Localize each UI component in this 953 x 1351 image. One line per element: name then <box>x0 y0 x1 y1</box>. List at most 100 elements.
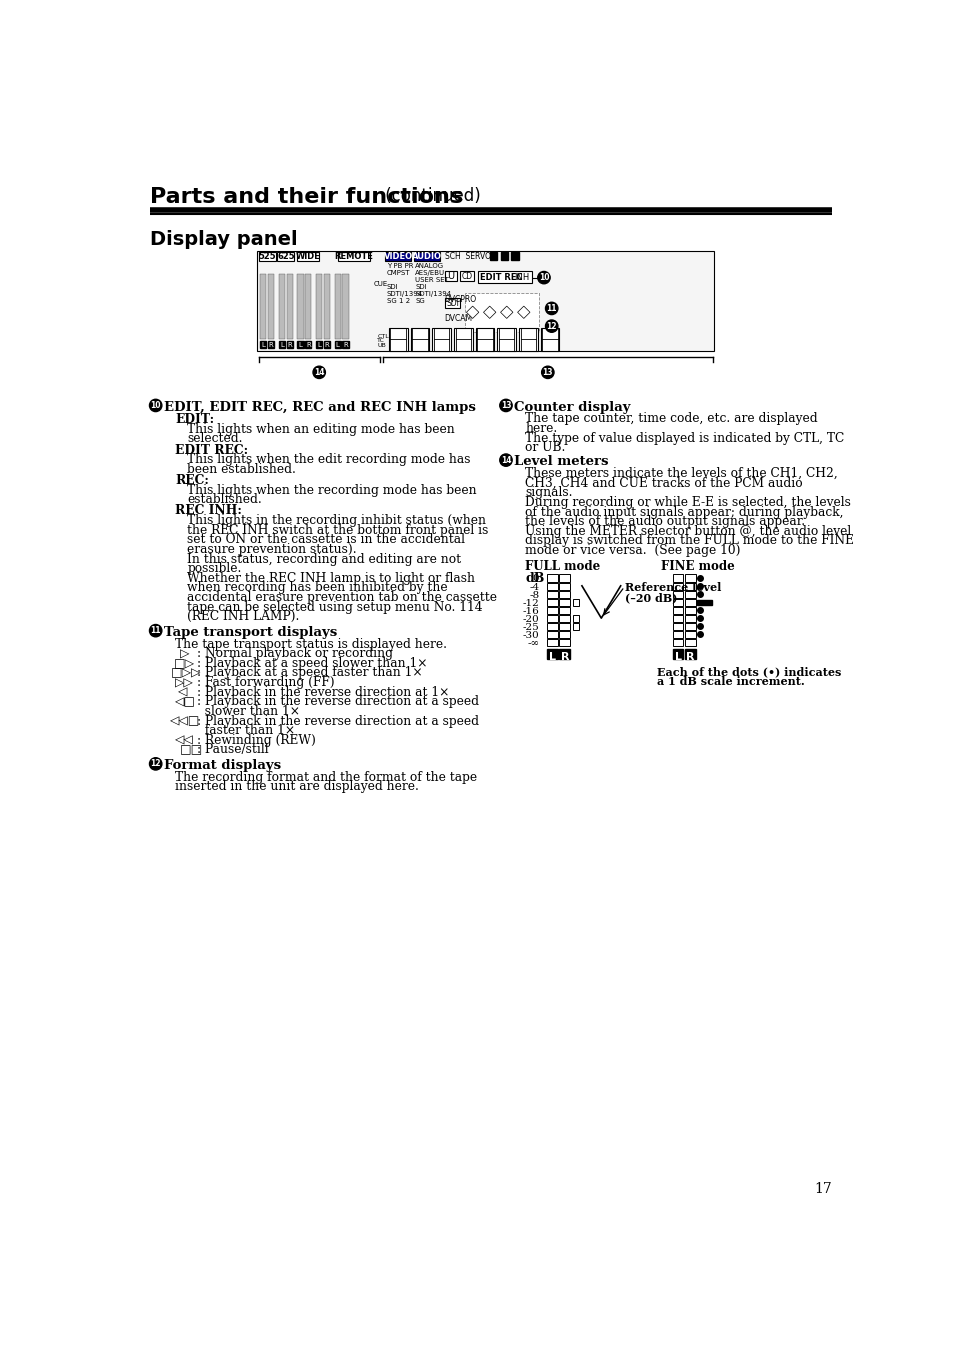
Text: AES/EBU: AES/EBU <box>415 270 445 276</box>
Text: -∞: -∞ <box>527 639 538 648</box>
Bar <box>511 253 518 259</box>
Bar <box>546 574 558 582</box>
Text: 14: 14 <box>500 455 511 465</box>
Text: : Normal playback or recording: : Normal playback or recording <box>196 647 393 661</box>
Text: -16: -16 <box>522 607 538 616</box>
Text: CMPST: CMPST <box>386 270 410 276</box>
Bar <box>546 598 558 607</box>
Bar <box>558 607 570 615</box>
Text: 13: 13 <box>500 401 511 409</box>
Bar <box>684 590 695 598</box>
Text: This lights when the edit recording mode has: This lights when the edit recording mode… <box>187 453 471 466</box>
Text: CUE: CUE <box>373 281 387 288</box>
Text: R: R <box>324 342 329 347</box>
Text: FINE mode: FINE mode <box>660 559 734 573</box>
Text: 0: 0 <box>532 574 538 584</box>
Text: ◁□: ◁□ <box>174 696 196 708</box>
Bar <box>572 623 578 631</box>
Text: CH3, CH4 and CUE tracks of the PCM audio: CH3, CH4 and CUE tracks of the PCM audio <box>525 477 802 489</box>
Text: DVCAM: DVCAM <box>444 313 473 323</box>
Bar <box>286 340 293 349</box>
Text: Y PB PR: Y PB PR <box>386 263 413 269</box>
Text: In this status, recording and editing are not: In this status, recording and editing ar… <box>187 553 461 566</box>
Text: L: L <box>317 342 321 347</box>
Bar <box>672 648 682 659</box>
Text: ◁: ◁ <box>178 686 188 698</box>
Text: The tape transport status is displayed here.: The tape transport status is displayed h… <box>174 638 447 651</box>
Text: (continued): (continued) <box>379 186 480 205</box>
Text: 12: 12 <box>546 322 557 331</box>
Circle shape <box>499 400 512 412</box>
Text: ▷▷: ▷▷ <box>174 676 193 689</box>
Bar <box>540 328 558 351</box>
Text: REMOTE: REMOTE <box>335 251 374 261</box>
Text: Tape transport displays: Tape transport displays <box>164 626 337 639</box>
Text: REC:: REC: <box>174 474 209 486</box>
Circle shape <box>313 366 325 378</box>
Text: : Rewinding (REW): : Rewinding (REW) <box>196 734 315 747</box>
Text: set to ON or the cassette is in the accidental: set to ON or the cassette is in the acci… <box>187 534 465 546</box>
Bar <box>389 328 407 351</box>
Text: Using the METER selector button @, the audio level: Using the METER selector button @, the a… <box>525 524 851 538</box>
Text: been established.: been established. <box>187 463 296 476</box>
Bar <box>297 340 303 349</box>
Bar <box>257 251 714 351</box>
Bar <box>286 274 293 339</box>
Text: TC: TC <box>377 339 385 343</box>
Circle shape <box>150 758 162 770</box>
Bar <box>500 253 508 259</box>
Text: USER SET: USER SET <box>415 277 449 282</box>
Bar <box>558 615 570 623</box>
Text: here.: here. <box>525 422 557 435</box>
Text: Each of the dots (•) indicates: Each of the dots (•) indicates <box>657 666 841 677</box>
Bar <box>342 340 348 349</box>
Bar <box>672 590 682 598</box>
Text: Format displays: Format displays <box>164 759 281 773</box>
Text: VIDEO: VIDEO <box>383 251 413 261</box>
Text: a 1 dB scale increment.: a 1 dB scale increment. <box>657 677 804 688</box>
Circle shape <box>537 272 550 284</box>
Text: AUDIO: AUDIO <box>412 251 441 261</box>
Polygon shape <box>483 307 496 319</box>
Text: : Playback at a speed faster than 1×: : Playback at a speed faster than 1× <box>196 666 422 680</box>
Text: : Pause/still: : Pause/still <box>196 743 268 757</box>
Bar <box>385 253 411 261</box>
Bar <box>572 615 578 623</box>
Text: These meters indicate the levels of the CH1, CH2,: These meters indicate the levels of the … <box>525 467 838 480</box>
Text: (REC INH LAMP).: (REC INH LAMP). <box>187 611 299 623</box>
Text: faster than 1×: faster than 1× <box>196 724 294 738</box>
Text: erasure prevention status).: erasure prevention status). <box>187 543 356 555</box>
Text: L: L <box>548 653 556 662</box>
Text: L: L <box>280 342 284 347</box>
Text: -25: -25 <box>522 623 538 632</box>
Text: 10: 10 <box>151 401 161 409</box>
Text: possible.: possible. <box>187 562 241 576</box>
Bar <box>476 328 494 351</box>
Text: : Playback in the reverse direction at 1×: : Playback in the reverse direction at 1… <box>196 686 449 698</box>
Bar <box>684 598 695 607</box>
Text: R: R <box>343 342 348 347</box>
Bar <box>518 328 537 351</box>
Text: when recording has been inhibited by the: when recording has been inhibited by the <box>187 581 448 594</box>
Bar <box>414 253 439 261</box>
Text: 12: 12 <box>151 759 161 769</box>
Circle shape <box>545 303 558 315</box>
Text: U: U <box>447 272 454 281</box>
Text: 11: 11 <box>546 304 557 313</box>
Bar <box>335 274 340 339</box>
Text: Display panel: Display panel <box>150 230 297 249</box>
Bar <box>278 274 285 339</box>
Polygon shape <box>466 307 478 319</box>
Bar <box>672 598 682 607</box>
Text: display is switched from the FULL mode to the FINE: display is switched from the FULL mode t… <box>525 535 854 547</box>
Bar <box>558 598 570 607</box>
Bar <box>337 253 370 261</box>
Bar <box>315 274 322 339</box>
Circle shape <box>150 400 162 412</box>
Text: mode or vice versa.  (See page 10): mode or vice versa. (See page 10) <box>525 544 740 557</box>
Bar <box>477 272 532 282</box>
Text: WIDE: WIDE <box>295 251 320 261</box>
Text: accidental erasure prevention tab on the cassette: accidental erasure prevention tab on the… <box>187 590 497 604</box>
Bar <box>672 623 682 631</box>
Bar <box>323 340 330 349</box>
